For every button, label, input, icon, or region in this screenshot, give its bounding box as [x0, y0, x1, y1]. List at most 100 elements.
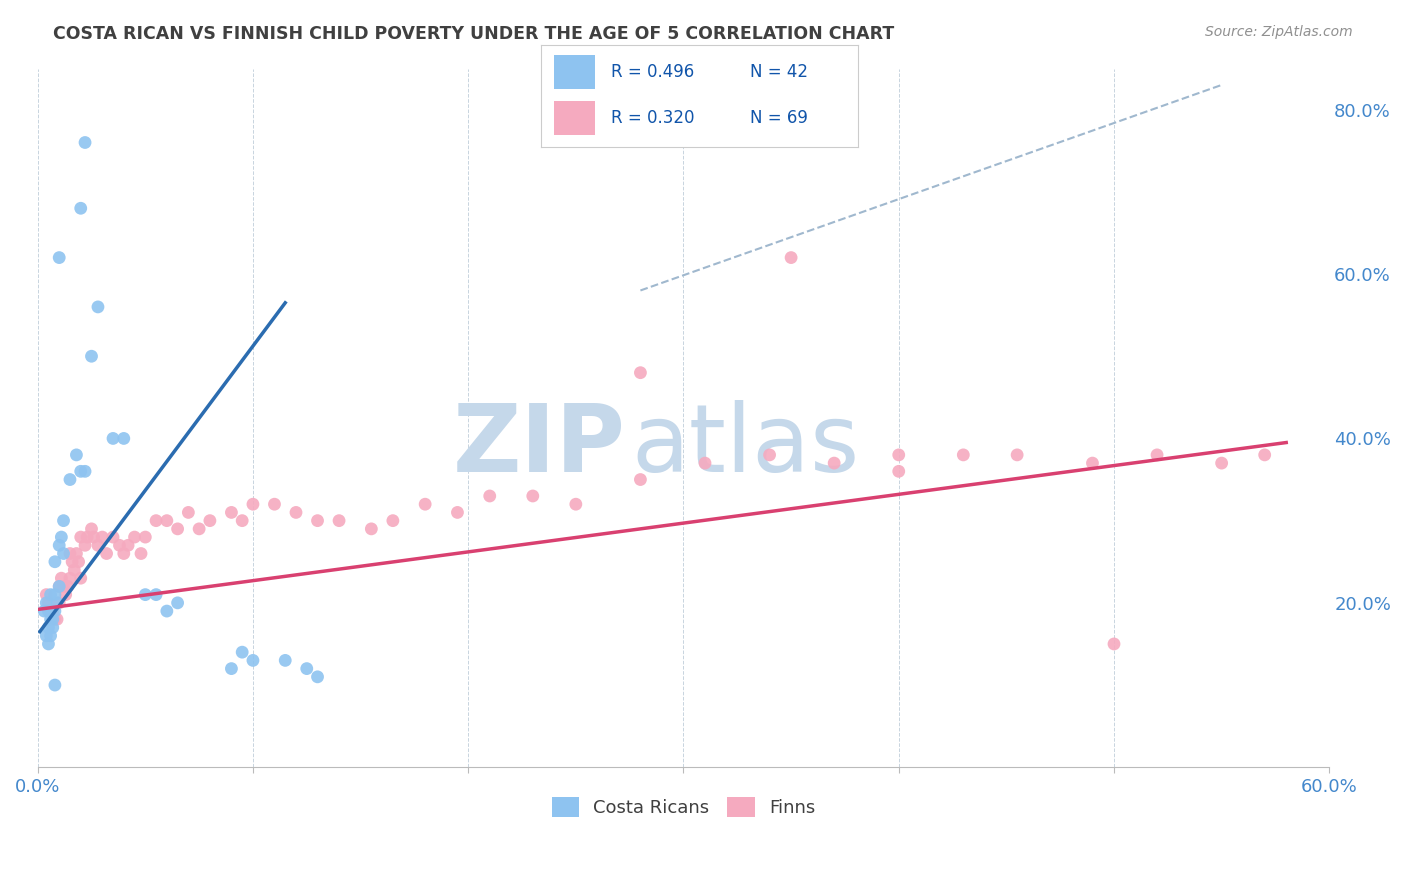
Point: [231, 645, 253, 659]
FancyBboxPatch shape: [554, 101, 595, 135]
Point: [1005, 448, 1028, 462]
Point: [101, 432, 124, 446]
Point: [628, 473, 651, 487]
Point: [83, 530, 105, 544]
Point: [37, 637, 59, 651]
Point: [285, 505, 308, 519]
Point: [59, 571, 82, 585]
Point: [96, 547, 118, 561]
Text: N = 69: N = 69: [751, 109, 808, 127]
Point: [80, 349, 103, 363]
Point: [73, 464, 96, 478]
Point: [37, 596, 59, 610]
Point: [188, 522, 211, 536]
Point: [69, 530, 91, 544]
Point: [48, 579, 70, 593]
Point: [628, 366, 651, 380]
Point: [145, 588, 167, 602]
Point: [39, 629, 62, 643]
Point: [478, 489, 501, 503]
Point: [823, 456, 845, 470]
Point: [39, 604, 62, 618]
Point: [198, 514, 221, 528]
Point: [177, 505, 200, 519]
Point: [887, 448, 910, 462]
Text: ZIP: ZIP: [453, 400, 626, 491]
Legend: Costa Ricans, Finns: Costa Ricans, Finns: [544, 790, 823, 824]
Point: [565, 497, 588, 511]
Point: [887, 464, 910, 478]
Point: [295, 662, 318, 676]
Point: [42, 620, 65, 634]
Point: [307, 514, 329, 528]
Point: [69, 464, 91, 478]
Point: [65, 547, 87, 561]
Point: [44, 678, 66, 692]
Text: atlas: atlas: [631, 400, 860, 491]
Point: [112, 547, 135, 561]
Point: [522, 489, 544, 503]
Text: Source: ZipAtlas.com: Source: ZipAtlas.com: [1205, 25, 1353, 39]
Point: [65, 448, 87, 462]
Point: [46, 596, 69, 610]
Point: [242, 497, 264, 511]
Point: [156, 514, 179, 528]
Point: [73, 538, 96, 552]
Point: [42, 612, 65, 626]
Point: [101, 530, 124, 544]
Point: [87, 538, 110, 552]
Point: [1102, 637, 1125, 651]
Point: [166, 596, 188, 610]
Point: [129, 547, 152, 561]
Point: [73, 136, 96, 150]
Point: [55, 588, 77, 602]
Point: [48, 579, 70, 593]
Point: [758, 448, 780, 462]
Point: [48, 251, 70, 265]
Point: [42, 604, 65, 618]
Text: COSTA RICAN VS FINNISH CHILD POVERTY UNDER THE AGE OF 5 CORRELATION CHART: COSTA RICAN VS FINNISH CHILD POVERTY UND…: [53, 25, 894, 43]
Point: [32, 604, 55, 618]
Point: [44, 588, 66, 602]
Point: [221, 662, 243, 676]
Point: [108, 538, 131, 552]
Point: [39, 612, 62, 626]
Point: [69, 201, 91, 215]
Point: [35, 596, 58, 610]
Text: N = 42: N = 42: [751, 62, 808, 81]
Point: [44, 604, 66, 618]
Point: [48, 538, 70, 552]
Point: [274, 653, 297, 667]
Text: R = 0.496: R = 0.496: [612, 62, 695, 81]
Point: [360, 522, 382, 536]
Point: [52, 514, 75, 528]
Point: [1211, 456, 1233, 470]
Point: [48, 596, 70, 610]
Point: [80, 522, 103, 536]
Point: [156, 604, 179, 618]
Point: [145, 514, 167, 528]
Point: [446, 505, 468, 519]
Point: [134, 588, 156, 602]
Point: [37, 620, 59, 634]
Point: [693, 456, 716, 470]
Point: [91, 530, 114, 544]
Point: [263, 497, 285, 511]
Point: [35, 588, 58, 602]
FancyBboxPatch shape: [554, 55, 595, 88]
Point: [39, 588, 62, 602]
Point: [56, 579, 79, 593]
Point: [44, 555, 66, 569]
Point: [112, 432, 135, 446]
Point: [1146, 448, 1168, 462]
Point: [59, 547, 82, 561]
Point: [117, 538, 139, 552]
Point: [69, 571, 91, 585]
Point: [37, 604, 59, 618]
Point: [413, 497, 436, 511]
Point: [60, 555, 83, 569]
Point: [221, 505, 243, 519]
Point: [67, 555, 90, 569]
Point: [381, 514, 404, 528]
Point: [952, 448, 974, 462]
